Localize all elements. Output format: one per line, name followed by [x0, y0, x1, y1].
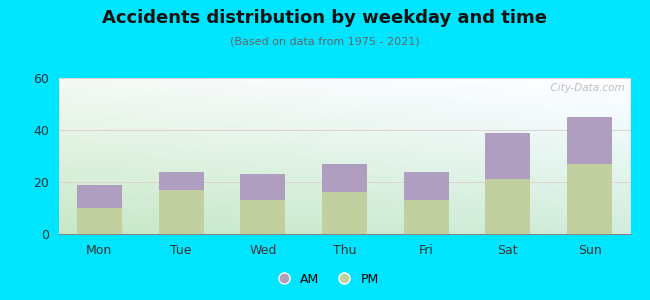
Bar — [77, 184, 122, 208]
Bar — [404, 200, 448, 234]
Bar — [322, 192, 367, 234]
Bar — [159, 172, 203, 190]
Text: (Based on data from 1975 - 2021): (Based on data from 1975 - 2021) — [230, 36, 420, 46]
Bar — [240, 174, 285, 200]
Bar — [567, 117, 612, 164]
Bar — [567, 164, 612, 234]
Legend: AM, PM: AM, PM — [266, 268, 384, 291]
Bar — [404, 172, 448, 200]
Bar — [486, 179, 530, 234]
Bar — [322, 164, 367, 192]
Text: City-Data.com: City-Data.com — [544, 83, 625, 93]
Bar — [159, 190, 203, 234]
Text: Accidents distribution by weekday and time: Accidents distribution by weekday and ti… — [103, 9, 547, 27]
Bar — [240, 200, 285, 234]
Bar — [486, 133, 530, 179]
Bar — [77, 208, 122, 234]
